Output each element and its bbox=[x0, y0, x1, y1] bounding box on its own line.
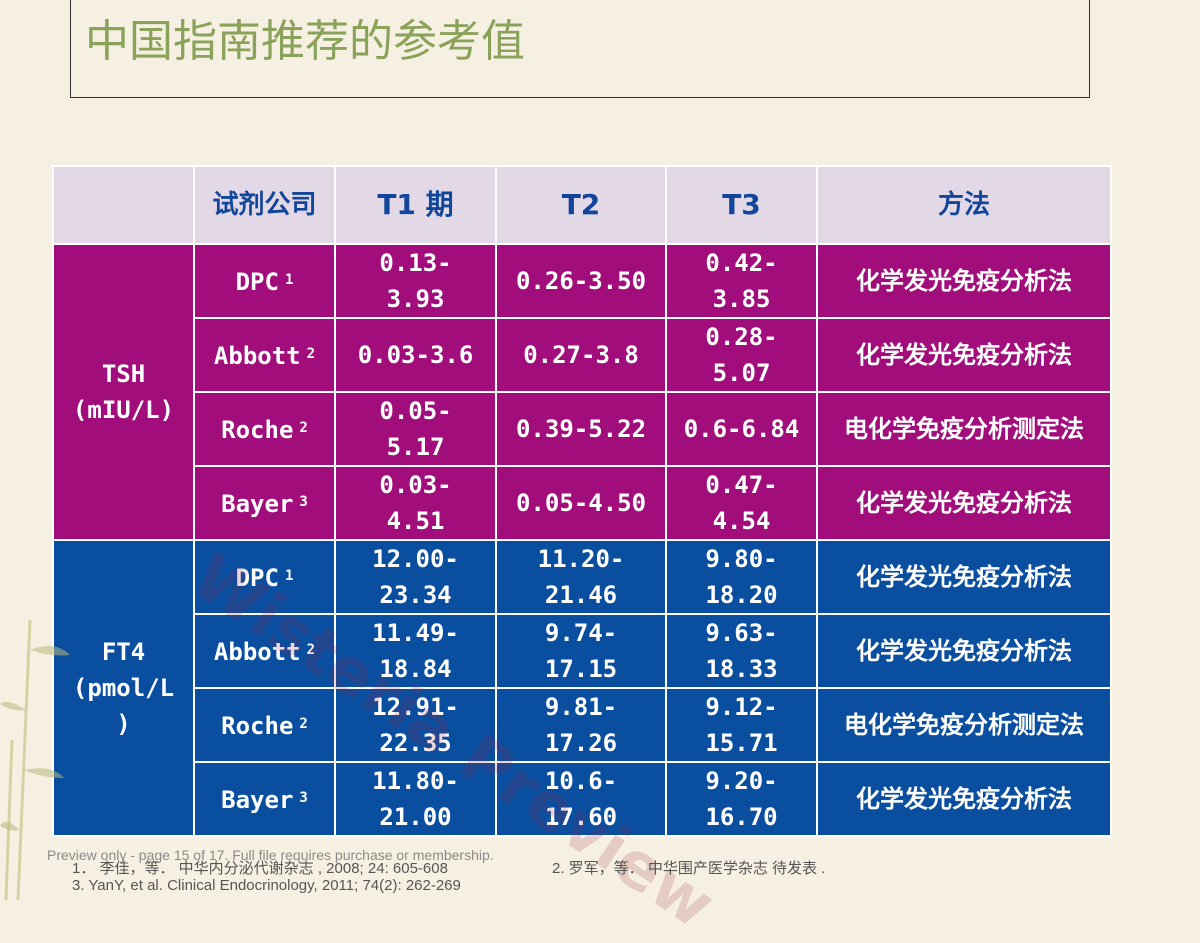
t1-cell: 11.49- 18.84 bbox=[334, 613, 497, 689]
bamboo-decoration bbox=[0, 619, 70, 900]
t2-cell: 0.05-4.50 bbox=[495, 465, 667, 541]
company-name: Bayer bbox=[221, 490, 294, 518]
t1-cell: 0.13- 3.93 bbox=[334, 243, 497, 319]
reference-1: 1． 李佳，等． 中华内分泌代谢杂志 , 2008; 24: 605-608 bbox=[72, 860, 448, 877]
table-row: FT4 (pmol/L ) DPC 1 12.00- 23.34 11.20- 2… bbox=[52, 539, 1112, 837]
t2-cell: 10.6- 17.60 bbox=[495, 761, 667, 837]
company-name: Bayer bbox=[221, 786, 294, 814]
company-name: Abbott bbox=[213, 638, 301, 666]
reference-superscript: 3 bbox=[299, 790, 308, 806]
t2-cell: 0.39-5.22 bbox=[495, 391, 667, 467]
table-row: Bayer 3 11.80- 21.00 10.6- 17.60 9.20- 16… bbox=[53, 761, 1112, 837]
method-cell: 电化学免疫分析测定法 bbox=[816, 391, 1112, 467]
t3-cell: 9.20- 16.70 bbox=[665, 761, 818, 837]
group-label: FT4 (pmol/L ) bbox=[72, 638, 175, 738]
t2-cell: 0.26-3.50 bbox=[495, 243, 667, 319]
reference-superscript: 2 bbox=[306, 346, 316, 362]
t3-cell: 9.80- 18.20 bbox=[665, 539, 818, 615]
method-cell: 化学发光免疫分析法 bbox=[816, 761, 1112, 837]
t1-cell: 0.03- 4.51 bbox=[334, 465, 497, 541]
method-cell: 化学发光免疫分析法 bbox=[816, 243, 1112, 319]
header-cell-method: 方法 bbox=[816, 165, 1112, 245]
table-row: TSH (mIU/L) DPC 1 0.13- 3.93 0.26-3.50 0.… bbox=[52, 243, 1112, 541]
table-header-row: 试剂公司 T1 期 T2 T3 方法 bbox=[52, 165, 1112, 245]
company-name: Roche bbox=[221, 416, 294, 444]
t2-cell: 9.81- 17.26 bbox=[495, 687, 667, 763]
reference-superscript: 2 bbox=[299, 420, 308, 436]
reference-superscript: 2 bbox=[306, 642, 316, 658]
company-cell: Abbott 2 bbox=[193, 613, 336, 689]
table-row: Abbott 2 0.03-3.6 0.27-3.8 0.28- 5.07 化学发… bbox=[53, 317, 1112, 393]
title-box: 中国指南推荐的参考值 bbox=[70, 0, 1090, 98]
group-label: TSH (mIU/L) bbox=[72, 360, 175, 424]
reference-superscript: 3 bbox=[299, 494, 308, 510]
group-cell-tsh: TSH (mIU/L) bbox=[52, 243, 195, 541]
method-cell: 化学发光免疫分析法 bbox=[816, 465, 1112, 541]
company-name: Roche bbox=[221, 712, 294, 740]
reference-2: 2. 罗军，等． 中华围产医学杂志 待发表 . bbox=[552, 860, 826, 877]
t2-cell: 0.27-3.8 bbox=[495, 317, 667, 393]
company-cell: DPC 1 bbox=[193, 243, 336, 319]
table-row: Roche 2 0.05- 5.17 0.39-5.22 0.6-6.84 电化学… bbox=[53, 391, 1112, 467]
reference-3: 3. YanY, et al. Clinical Endocrinology, … bbox=[72, 877, 461, 894]
company-name: DPC bbox=[235, 268, 279, 296]
header-cell-t3: T3 bbox=[665, 165, 818, 245]
method-cell: 电化学免疫分析测定法 bbox=[816, 687, 1112, 763]
t1-cell: 0.05- 5.17 bbox=[334, 391, 497, 467]
company-cell: Roche 2 bbox=[193, 391, 336, 467]
company-name: Abbott bbox=[213, 342, 301, 370]
reference-superscript: 1 bbox=[284, 272, 294, 288]
t3-cell: 0.6-6.84 bbox=[665, 391, 818, 467]
header-cell-group bbox=[52, 165, 195, 245]
header-cell-t1: T1 期 bbox=[334, 165, 497, 245]
company-cell: Bayer 3 bbox=[193, 465, 336, 541]
method-cell: 化学发光免疫分析法 bbox=[816, 317, 1112, 393]
t2-cell: 9.74- 17.15 bbox=[495, 613, 667, 689]
table-row: Roche 2 12.91- 22.35 9.81- 17.26 9.12- 15… bbox=[53, 687, 1112, 763]
reference-superscript: 1 bbox=[284, 568, 294, 584]
t2-cell: 11.20- 21.46 bbox=[495, 539, 667, 615]
company-cell: DPC 1 bbox=[193, 539, 336, 615]
t1-cell: 12.91- 22.35 bbox=[334, 687, 497, 763]
t3-cell: 0.42- 3.85 bbox=[665, 243, 818, 319]
company-cell: Roche 2 bbox=[193, 687, 336, 763]
company-name: DPC bbox=[235, 564, 279, 592]
preview-note: Preview only - page 15 of 17. Full file … bbox=[47, 847, 494, 863]
page-title: 中国指南推荐的参考值 bbox=[85, 16, 525, 67]
t3-cell: 0.47- 4.54 bbox=[665, 465, 818, 541]
t3-cell: 0.28- 5.07 bbox=[665, 317, 818, 393]
reference-table: 试剂公司 T1 期 T2 T3 方法 TSH (mIU/L) DPC 1 0.13… bbox=[52, 165, 1112, 837]
t3-cell: 9.63- 18.33 bbox=[665, 613, 818, 689]
method-cell: 化学发光免疫分析法 bbox=[816, 613, 1112, 689]
reference-superscript: 2 bbox=[299, 716, 308, 732]
t1-cell: 0.03-3.6 bbox=[334, 317, 497, 393]
header-cell-company: 试剂公司 bbox=[193, 165, 336, 245]
header-cell-t2: T2 bbox=[495, 165, 667, 245]
t1-cell: 11.80- 21.00 bbox=[334, 761, 497, 837]
company-cell: Abbott 2 bbox=[193, 317, 336, 393]
method-cell: 化学发光免疫分析法 bbox=[816, 539, 1112, 615]
table-row: Bayer 3 0.03- 4.51 0.05-4.50 0.47- 4.54 化… bbox=[53, 465, 1112, 541]
t3-cell: 9.12- 15.71 bbox=[665, 687, 818, 763]
table-row: Abbott 2 11.49- 18.84 9.74- 17.15 9.63- 1… bbox=[53, 613, 1112, 689]
company-cell: Bayer 3 bbox=[193, 761, 336, 837]
t1-cell: 12.00- 23.34 bbox=[334, 539, 497, 615]
group-cell-ft4: FT4 (pmol/L ) bbox=[52, 539, 195, 837]
